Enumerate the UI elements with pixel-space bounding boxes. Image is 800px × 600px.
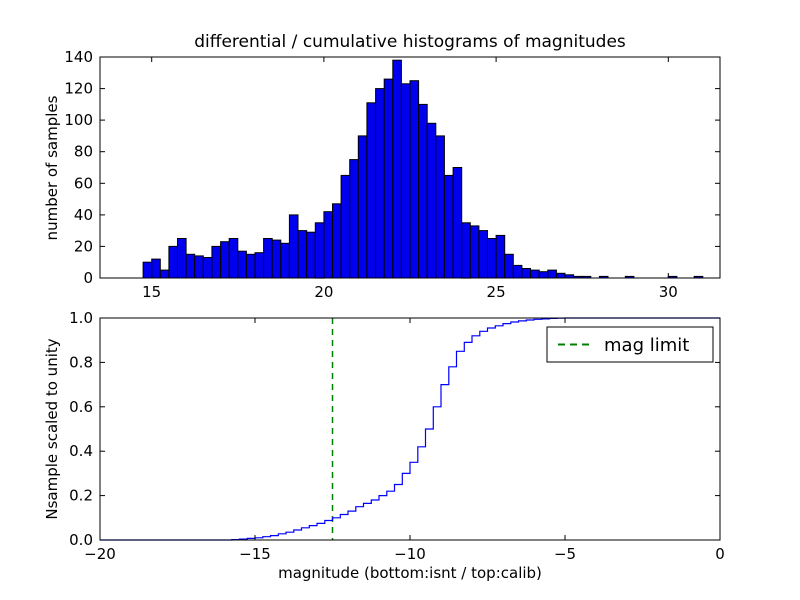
x-tick-label: 30: [659, 283, 678, 301]
histogram-bar: [487, 238, 497, 279]
histogram-bar: [547, 269, 557, 279]
y-tick-label: 1.0: [69, 309, 93, 327]
histogram-bar: [297, 230, 308, 279]
histogram-bar: [495, 234, 506, 279]
y-tick-label: 60: [74, 174, 93, 192]
histogram-bar: [383, 78, 394, 279]
histogram-bar: [426, 122, 437, 279]
x-tick-label: −20: [84, 545, 116, 563]
y-tick-label: 80: [74, 143, 93, 161]
histogram-bar: [521, 268, 532, 279]
cumulative-step-line: [100, 317, 720, 541]
x-tick-label: 20: [314, 283, 333, 301]
y-tick-label: 40: [74, 206, 93, 224]
y-tick-label: 0.8: [69, 353, 93, 371]
x-tick-label: 0: [715, 545, 725, 563]
histogram-bar: [220, 241, 230, 279]
histogram-bar: [194, 255, 204, 279]
histogram-bar: [400, 83, 411, 279]
histogram-bar: [314, 222, 325, 279]
bottom-plot-lines: [100, 317, 720, 541]
y-tick-label: 140: [64, 48, 93, 66]
histogram-bar: [478, 230, 488, 279]
histogram-bar: [159, 269, 170, 279]
histogram-bar: [530, 269, 540, 279]
histogram-bar: [168, 245, 178, 279]
histogram-bar: [418, 103, 428, 279]
histogram-bar: [452, 167, 463, 279]
histogram-bar: [512, 264, 523, 279]
axis-ticks: 15 20 25 30 0 20 40 60 80 100 120 140 −20 −15 −10 −5 0 0.…: [64, 48, 724, 563]
histogram-bar: [392, 59, 402, 279]
histogram-bar: [271, 239, 282, 279]
histogram-bar: [151, 258, 161, 279]
histogram-bar: [142, 261, 153, 279]
histogram-bar: [323, 211, 333, 279]
x-tick-label: 25: [487, 283, 506, 301]
y-tick-label: 20: [74, 237, 93, 255]
y-tick-label: 100: [64, 111, 93, 129]
y-tick-label: 0.4: [69, 442, 93, 460]
histogram-bar: [469, 225, 480, 279]
x-tick-label: 15: [142, 283, 161, 301]
histogram-bar: [349, 159, 359, 279]
histogram-bar: [306, 231, 316, 279]
histogram-bar: [245, 253, 256, 279]
histogram-bar: [443, 174, 454, 279]
legend: mag limit: [546, 326, 714, 363]
y-tick-label: 0.2: [69, 487, 93, 505]
histogram-bar: [555, 272, 566, 279]
histogram-bar: [435, 135, 445, 279]
histogram-bar: [538, 271, 549, 279]
histogram-bar: [461, 222, 471, 279]
histogram-bar: [185, 253, 196, 279]
histogram-bar: [504, 253, 514, 279]
bottom-y-axis-label: Nsample scaled to unity: [43, 338, 61, 519]
histogram-bar: [254, 252, 265, 279]
top-histogram-bars: [142, 59, 704, 279]
histogram-bar: [366, 102, 376, 279]
x-tick-label: −5: [554, 545, 576, 563]
histogram-bar: [237, 250, 247, 279]
histogram-bar: [211, 245, 221, 279]
histogram-bar: [288, 214, 299, 279]
histogram-bar: [280, 242, 290, 279]
histogram-bar: [202, 257, 213, 279]
histogram-bar: [357, 135, 368, 279]
histogram-bar: [263, 238, 273, 279]
x-tick-label: −10: [394, 545, 426, 563]
histogram-bar: [340, 174, 351, 279]
chart-title: differential / cumulative histograms of …: [194, 32, 626, 52]
y-tick-label: 0: [83, 269, 93, 287]
legend-label: mag limit: [604, 335, 689, 356]
x-axis-label: magnitude (bottom:isnt / top:calib): [278, 564, 542, 582]
histogram-bar: [177, 238, 187, 279]
top-y-axis-label: number of samples: [43, 95, 61, 240]
histogram-bar: [332, 203, 342, 279]
histogram-bar: [409, 80, 420, 279]
histogram-bar: [375, 88, 385, 279]
top-axes-frame: [99, 56, 721, 279]
y-tick-label: 120: [64, 80, 93, 98]
y-tick-label: 0.6: [69, 398, 93, 416]
y-tick-label: 0.0: [69, 531, 93, 549]
x-tick-label: −15: [239, 545, 271, 563]
histogram-bar: [228, 238, 239, 279]
